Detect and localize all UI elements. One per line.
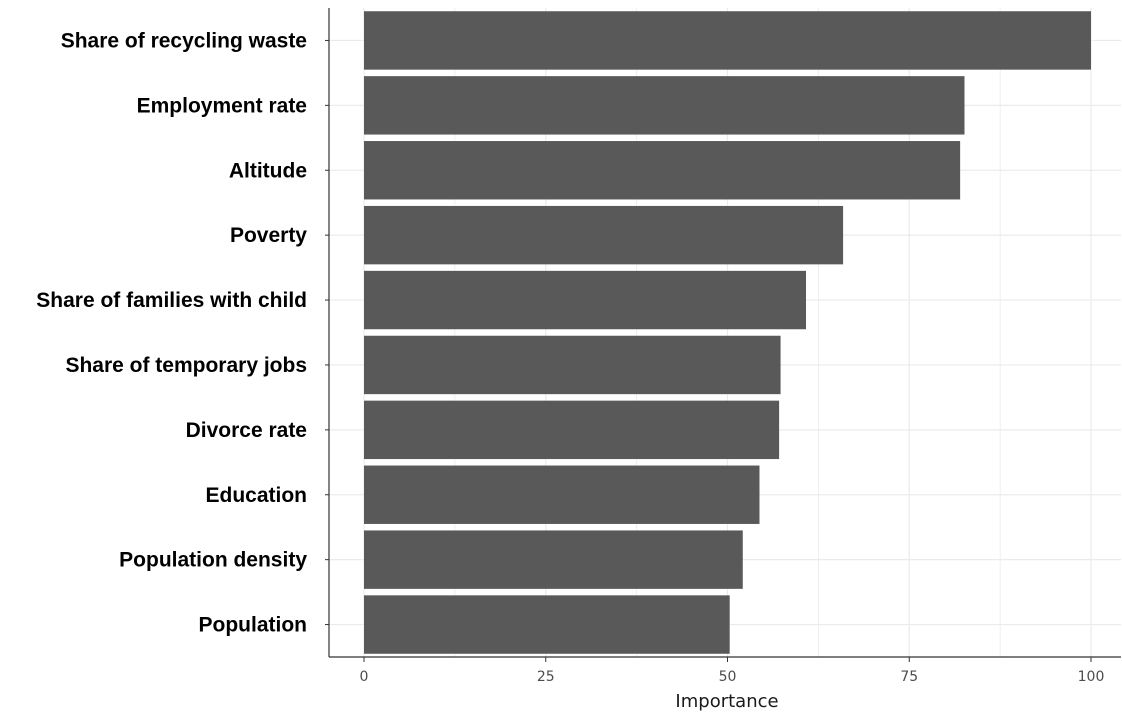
category-label: Employment rate bbox=[137, 94, 307, 117]
bar bbox=[364, 205, 844, 265]
bar bbox=[364, 400, 780, 460]
category-label: Education bbox=[205, 484, 307, 507]
category-label: Poverty bbox=[230, 224, 307, 247]
bar bbox=[364, 595, 730, 654]
category-label: Population bbox=[199, 614, 308, 637]
category-labels: Share of recycling waste Employment rate A… bbox=[36, 29, 307, 636]
bar bbox=[364, 335, 781, 395]
category-label: Share of temporary jobs bbox=[65, 354, 307, 377]
category-label: Share of recycling waste bbox=[61, 29, 307, 52]
axes bbox=[325, 8, 1121, 662]
x-tick-label: 75 bbox=[900, 669, 918, 685]
bars bbox=[364, 11, 1091, 654]
bar bbox=[364, 530, 743, 589]
x-tick-label: 25 bbox=[537, 669, 555, 685]
x-axis-title: Importance bbox=[675, 691, 778, 712]
category-label: Altitude bbox=[229, 159, 307, 182]
x-tick-labels: 0 25 50 75 100 bbox=[360, 669, 1105, 685]
category-label: Divorce rate bbox=[186, 419, 307, 442]
x-tick-label: 100 bbox=[1078, 669, 1105, 685]
x-tick-label: 0 bbox=[360, 669, 369, 685]
category-label: Population density bbox=[119, 549, 307, 572]
bar bbox=[364, 141, 961, 200]
category-label: Share of families with child bbox=[36, 289, 307, 312]
bar bbox=[364, 11, 1091, 70]
x-tick-label: 50 bbox=[719, 669, 737, 685]
bar bbox=[364, 270, 807, 330]
bar bbox=[364, 76, 965, 135]
bar bbox=[364, 465, 760, 524]
